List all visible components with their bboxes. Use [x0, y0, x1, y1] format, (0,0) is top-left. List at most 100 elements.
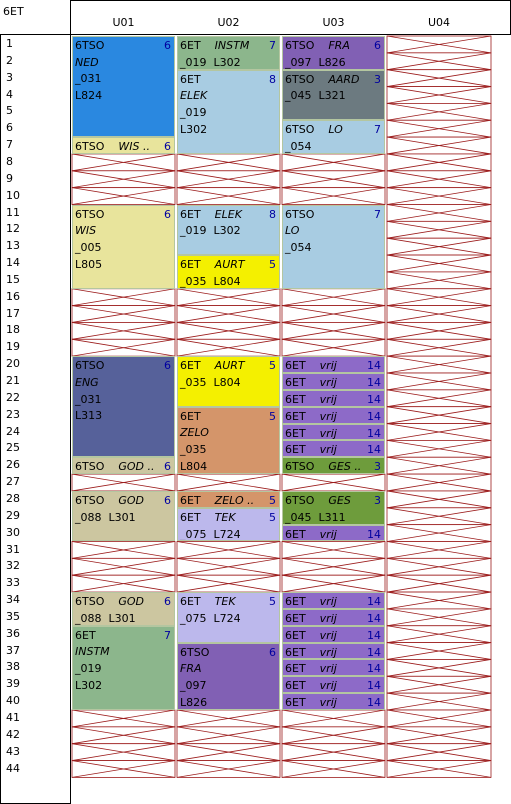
- lesson-block[interactable]: 6ET vrij 14: [282, 389, 385, 407]
- period-label: 33: [6, 576, 20, 590]
- lesson-block[interactable]: 6ET vrij 14: [282, 406, 385, 424]
- lesson-group: 6TSO: [75, 207, 105, 221]
- lesson-detail: _035 L804: [180, 274, 241, 288]
- blocked-cell: [386, 220, 492, 239]
- lesson-detail: _019: [75, 662, 102, 676]
- lesson-subject: AURT: [214, 359, 245, 373]
- blocked-cell: [71, 473, 176, 492]
- lesson-subject: vrij: [319, 409, 337, 423]
- blocked-cell: [386, 69, 492, 87]
- lesson-block[interactable]: 6ET AURT 5 _035 L804: [177, 356, 280, 407]
- lesson-block[interactable]: 6TSO 7 LO _054: [282, 204, 385, 289]
- lesson-block[interactable]: 6ET ZELO .. 5: [177, 490, 280, 508]
- period-label: 36: [6, 626, 20, 640]
- lesson-count: 14: [367, 645, 381, 659]
- lesson-block[interactable]: 6ET vrij 14: [282, 693, 385, 710]
- lesson-count: 5: [269, 510, 276, 524]
- lesson-block[interactable]: 6ET AURT 5 _035 L804: [177, 255, 280, 289]
- lesson-group: 6ET: [285, 679, 306, 693]
- lesson-block[interactable]: 6ET 5 ZELO _035 L804: [177, 406, 280, 475]
- blocked-cell: [176, 187, 281, 205]
- lesson-block[interactable]: 6ET 8 ELEK _019 L302: [177, 69, 280, 154]
- lesson-block[interactable]: 6TSO 6 ENG _031 L313: [72, 356, 175, 458]
- period-label: 19: [6, 340, 20, 354]
- lesson-group: 6TSO: [285, 493, 315, 507]
- lesson-block[interactable]: 6ET vrij 14: [282, 356, 385, 373]
- lesson-block[interactable]: 6TSO GOD 6 _088 L301: [72, 592, 175, 626]
- lesson-count: 8: [269, 207, 276, 221]
- blocked-cell: [386, 119, 492, 138]
- lesson-block[interactable]: 6TSO 6 NED _031 L824: [72, 36, 175, 138]
- lesson-subject: AARD: [328, 72, 360, 86]
- column-header-u01[interactable]: U01: [112, 16, 135, 29]
- lesson-subject: vrij: [319, 392, 337, 406]
- lesson-count: 7: [164, 628, 171, 642]
- lesson-block[interactable]: 6TSO GES 3 _045 L311: [282, 490, 385, 525]
- lesson-block[interactable]: 6ET INSTM 7 _019 L302: [177, 36, 280, 70]
- lesson-block[interactable]: 6TSO GOD .. 6: [72, 457, 175, 475]
- period-label: 25: [6, 441, 20, 455]
- lesson-subject: LO: [285, 224, 300, 238]
- lesson-block[interactable]: 6ET vrij 14: [282, 373, 385, 390]
- lesson-block[interactable]: 6ET vrij 14: [282, 440, 385, 458]
- lesson-group: 6TSO: [75, 460, 105, 474]
- blocked-cell: [386, 204, 492, 222]
- lesson-block[interactable]: 6TSO WIS .. 6: [72, 137, 175, 154]
- lesson-block[interactable]: 6ET vrij 14: [282, 676, 385, 694]
- lesson-subject: vrij: [319, 696, 337, 710]
- blocked-cell: [386, 322, 492, 340]
- column-header-u02[interactable]: U02: [217, 16, 240, 29]
- lesson-subject: ZELO ..: [214, 493, 255, 507]
- lesson-group: 6ET: [285, 409, 306, 423]
- blocked-cell: [176, 288, 281, 307]
- lesson-block[interactable]: 6ET vrij 14: [282, 642, 385, 660]
- lesson-block[interactable]: 6TSO AARD 3 _045 L321: [282, 69, 385, 121]
- lesson-block[interactable]: 6ET vrij 14: [282, 625, 385, 643]
- period-label: 28: [6, 491, 20, 505]
- lesson-count: 6: [164, 493, 171, 507]
- column-header-u03[interactable]: U03: [322, 16, 345, 29]
- lesson-group: 6ET: [75, 628, 96, 642]
- lesson-block[interactable]: 6TSO LO 7 _054: [282, 120, 385, 154]
- lesson-group: 6ET: [285, 359, 306, 373]
- lesson-detail: _045 L321: [285, 89, 346, 103]
- lesson-block[interactable]: 6ET vrij 14: [282, 608, 385, 626]
- period-label: 9: [6, 171, 13, 185]
- lesson-count: 14: [367, 679, 381, 693]
- lesson-count: 14: [367, 696, 381, 710]
- lesson-block[interactable]: 6TSO GES .. 3: [282, 457, 385, 475]
- lesson-detail: L302: [180, 122, 208, 136]
- period-label: 21: [6, 374, 20, 387]
- lesson-group: 6ET: [180, 72, 201, 86]
- lesson-block[interactable]: 6ET TEK 5 _075 L724: [177, 592, 280, 643]
- lesson-block[interactable]: 6TSO FRA 6 _097 L826: [282, 36, 385, 70]
- blocked-cell: [386, 288, 492, 307]
- blocked-cell: [71, 743, 176, 761]
- lesson-block[interactable]: 6ET vrij 14: [282, 659, 385, 677]
- lesson-block[interactable]: 6ET TEK 5 _075 L724: [177, 507, 280, 542]
- lesson-block[interactable]: 6TSO GOD 6 _088 L301: [72, 490, 175, 542]
- lesson-subject: TEK: [214, 510, 236, 524]
- blocked-cell: [281, 170, 386, 189]
- blocked-cell: [386, 103, 492, 121]
- lesson-block[interactable]: 6ET vrij 14: [282, 592, 385, 609]
- blocked-cell: [71, 760, 176, 778]
- blocked-cell: [386, 608, 492, 627]
- column-header-u04[interactable]: U04: [427, 16, 451, 29]
- lesson-group: 6TSO: [75, 39, 105, 52]
- lesson-block[interactable]: 6TSO 6 WIS _005 L805: [72, 204, 175, 289]
- lesson-count: 14: [367, 376, 381, 389]
- blocked-cell: [386, 557, 492, 576]
- blocked-cell: [386, 709, 492, 728]
- lesson-block[interactable]: 6TSO 6 FRA _097 L826: [177, 642, 280, 710]
- blocked-cell: [281, 305, 386, 323]
- lesson-subject: GOD: [118, 493, 145, 507]
- lesson-block[interactable]: 6ET 7 INSTM _019 L302: [72, 625, 175, 710]
- lesson-detail: _045 L311: [285, 510, 346, 524]
- blocked-cell: [176, 305, 281, 323]
- lesson-block[interactable]: 6ET vrij 14: [282, 524, 385, 542]
- lesson-block[interactable]: 6ET vrij 14: [282, 423, 385, 441]
- lesson-block[interactable]: 6ET ELEK 8 _019 L302: [177, 204, 280, 256]
- blocked-cell: [281, 709, 386, 728]
